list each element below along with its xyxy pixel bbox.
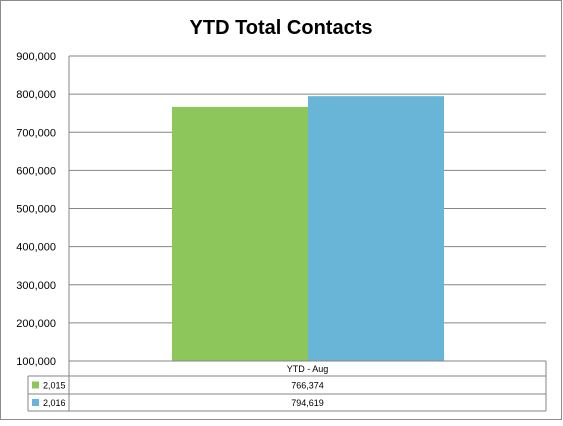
legend-key-2016 bbox=[32, 399, 39, 406]
y-tick-label: 900,000 bbox=[16, 51, 56, 63]
y-tick-label: 200,000 bbox=[16, 318, 56, 330]
y-tick-label: 800,000 bbox=[16, 89, 56, 101]
y-axis-tick-labels: 900,000 800,000 700,000 600,000 500,000 400,0… bbox=[16, 51, 56, 368]
legend-label: 2,015 bbox=[43, 381, 66, 391]
legend-key-2015 bbox=[32, 381, 39, 389]
bar-2016 bbox=[308, 96, 444, 361]
y-tick-label: 500,000 bbox=[16, 204, 56, 216]
data-value-label: 766,374 bbox=[291, 381, 324, 391]
chart-title: YTD Total Contacts bbox=[190, 17, 373, 39]
y-tick-label: 600,000 bbox=[16, 165, 56, 177]
x-category-label: YTD - Aug bbox=[287, 364, 329, 374]
bar-2015 bbox=[172, 106, 308, 361]
legend-label: 2,016 bbox=[43, 398, 66, 408]
data-value-label: 794,619 bbox=[291, 398, 324, 408]
y-tick-label: 100,000 bbox=[16, 356, 56, 368]
y-tick-label: 700,000 bbox=[16, 127, 56, 139]
data-table: YTD - Aug 2,015 766,374 2,016 794,619 bbox=[27, 360, 547, 412]
y-tick-label: 300,000 bbox=[16, 280, 56, 292]
bars bbox=[172, 96, 444, 361]
y-tick-label: 400,000 bbox=[16, 242, 56, 254]
